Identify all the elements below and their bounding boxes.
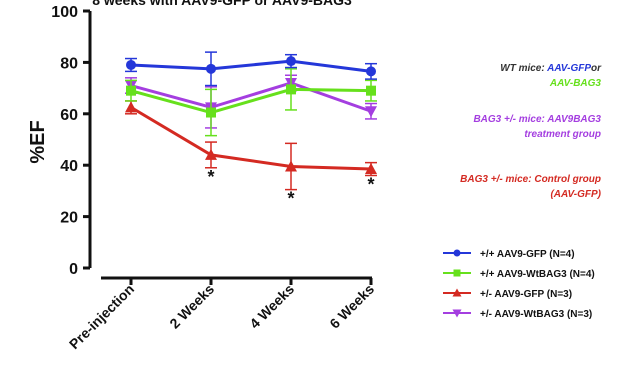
annotation-segment: treatment group [524, 129, 601, 140]
y-tick-label: 20 [60, 210, 78, 227]
annotations: WT mice: AAV-GFPor AAV-BAG3 BAG3 +/- mice:… [460, 63, 602, 200]
data-point [366, 66, 376, 77]
y-tick-label: 80 [60, 55, 78, 72]
legend-label: +/- AAV9-GFP (N=3) [480, 289, 572, 300]
annotation-segment: WT mice: [500, 63, 547, 74]
y-axis-label: %EF [27, 120, 49, 163]
series-line [130, 87, 372, 115]
y-tick-label: 60 [60, 107, 78, 124]
significance-star: * [207, 167, 214, 187]
x-tick-label: 2 Weeks [166, 281, 217, 332]
legend-label: +/+ AAV9-WtBAG3 (N=4) [480, 269, 595, 280]
significance-star: * [287, 189, 294, 209]
plot-area: * * * [125, 51, 377, 209]
series-line [130, 106, 372, 171]
legend: +/+ AAV9-GFP (N=4) +/+ AAV9-WtBAG3 (N=4) +… [443, 249, 595, 320]
data-point [205, 148, 217, 160]
annotation-line: BAG3 +/- mice: Control group [460, 174, 601, 185]
series [125, 51, 377, 87]
annotation-line: treatment group [524, 129, 601, 140]
significance-star: * [367, 174, 374, 194]
data-point [126, 85, 136, 96]
chart-title: 8 weeks with AAV9-GFP or AAV9-BAG3 [92, 0, 352, 8]
data-point [286, 56, 296, 67]
legend-item: +/+ AAV9-GFP (N=4) [443, 249, 575, 260]
legend-item: +/+ AAV9-WtBAG3 (N=4) [443, 269, 595, 280]
series [125, 68, 377, 137]
data-point [453, 249, 461, 257]
data-point [125, 101, 137, 113]
series-line [130, 59, 372, 73]
annotation-line: (AAV-GFP) [550, 189, 601, 200]
data-point [206, 63, 216, 74]
series-line [130, 81, 372, 113]
data-point [365, 163, 377, 175]
legend-label: +/- AAV9-WtBAG3 (N=3) [480, 309, 592, 320]
data-point [206, 107, 216, 118]
y-tick-label: 100 [51, 4, 78, 21]
x-tick-label: 4 Weeks [246, 281, 297, 332]
data-point [453, 269, 461, 277]
data-point [126, 59, 136, 70]
annotation-line: AAV-BAG3 [549, 78, 602, 89]
data-point [452, 288, 462, 297]
y-tick-label: 0 [69, 261, 78, 278]
x-tick-label: Pre-injection [66, 281, 137, 352]
data-point [366, 85, 376, 96]
annotation-segment: or [591, 63, 602, 74]
legend-item: +/- AAV9-GFP (N=3) [443, 288, 572, 300]
data-point [365, 106, 377, 118]
series [125, 100, 377, 191]
annotation-segment: (AAV-GFP) [550, 189, 601, 200]
x-tick-label: 6 Weeks [326, 281, 377, 332]
annotation-segment: BAG3 +/- mice: AAV9BAG3 [473, 114, 601, 125]
data-point [285, 160, 297, 172]
annotation-segment: BAG3 +/- mice: Control group [460, 174, 601, 185]
annotation-line: WT mice: AAV-GFPor [500, 63, 602, 74]
legend-label: +/+ AAV9-GFP (N=4) [480, 249, 575, 260]
data-point [452, 309, 462, 318]
annotation-segment: AAV-GFP [546, 63, 591, 74]
y-tick-label: 40 [60, 158, 78, 175]
legend-item: +/- AAV9-WtBAG3 (N=3) [443, 309, 592, 320]
annotation-line: BAG3 +/- mice: AAV9BAG3 [473, 114, 601, 125]
data-point [286, 84, 296, 95]
annotation-segment: AAV-BAG3 [549, 78, 602, 89]
